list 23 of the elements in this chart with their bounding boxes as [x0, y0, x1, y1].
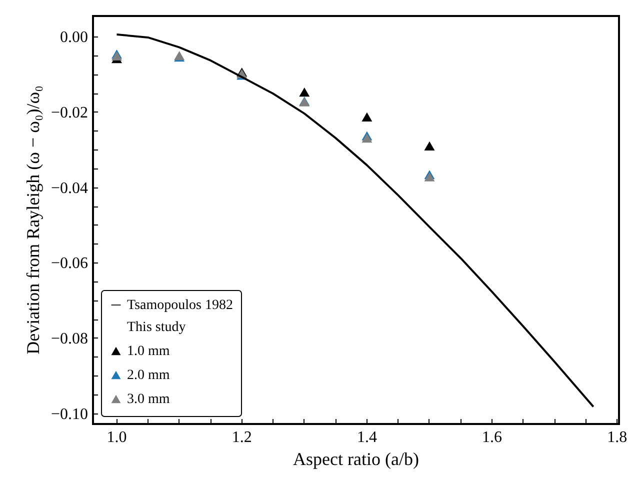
legend-label: 1.0 mm — [127, 344, 170, 359]
x-axis-title: Aspect ratio (a/b) — [293, 449, 419, 469]
y-tick-label: −0.08 — [50, 330, 88, 348]
y-tick-label: −0.06 — [50, 255, 88, 272]
point — [362, 112, 372, 122]
annotation: This study — [127, 320, 186, 335]
y-tick-label: −0.10 — [50, 406, 88, 423]
y-axis-title: Deviation from Rayleigh (ω − ω₀)/ω₀ — [22, 86, 43, 354]
legend-label: 2.0 mm — [127, 368, 170, 383]
point — [299, 88, 310, 97]
line-series — [116, 33, 594, 408]
y-tick-label: 0.00 — [60, 29, 88, 46]
x-tick-label: 1.2 — [232, 429, 252, 446]
y-tick-label: −0.04 — [50, 180, 88, 197]
legend-label: 3.0 mm — [127, 392, 170, 407]
x-tick-label: 1.4 — [356, 429, 377, 446]
point — [362, 134, 372, 143]
y-tick-label: −0.02 — [50, 104, 88, 122]
legend-label: Tsamopoulos 1982 — [127, 298, 233, 313]
x-tick-label: 1.8 — [607, 429, 628, 446]
point — [424, 141, 435, 151]
x-tick-label: 1.6 — [482, 429, 502, 446]
x-tick-label: 1.0 — [106, 429, 127, 446]
